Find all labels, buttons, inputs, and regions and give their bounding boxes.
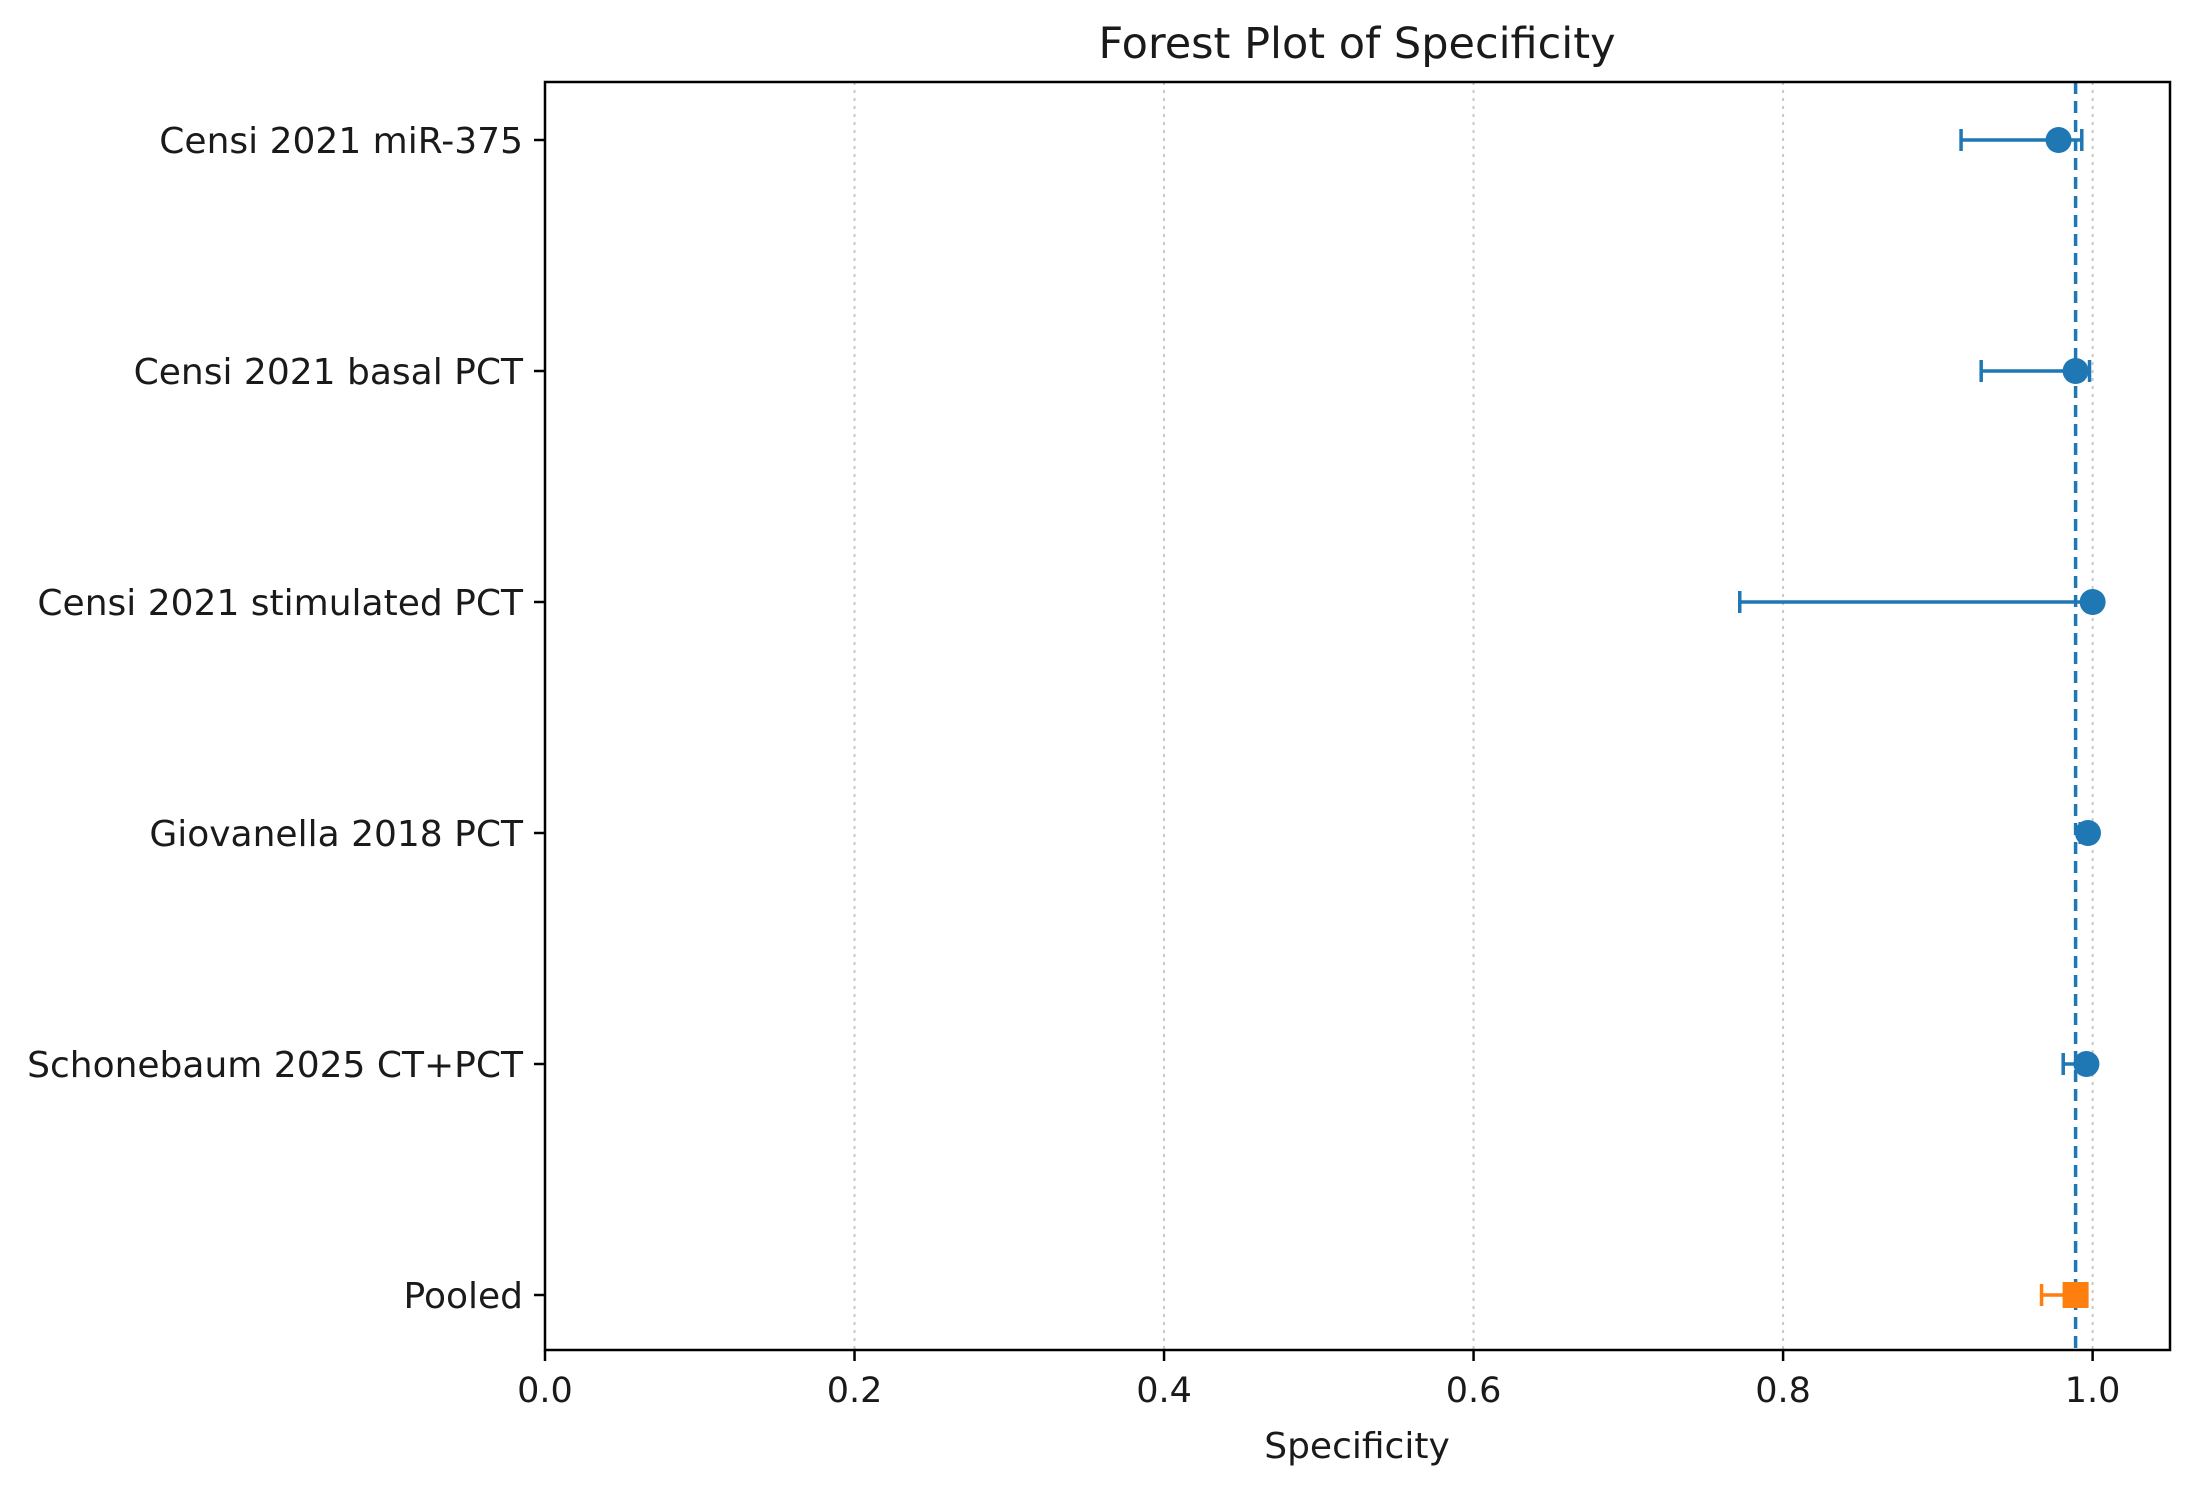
x-axis-label: Specificity (1264, 1426, 1450, 1467)
x-tick-label: 0.4 (1136, 1371, 1192, 1411)
x-axis: 0.0 0.2 0.4 0.6 0.8 1.0 (517, 1350, 2120, 1411)
x-tick-label: 0.2 (827, 1371, 883, 1411)
study-label: Censi 2021 stimulated PCT (37, 583, 524, 624)
chart-title: Forest Plot of Specificity (1098, 19, 1615, 69)
study-label: Pooled (404, 1276, 523, 1317)
point-estimate-square (2062, 1282, 2089, 1308)
point-estimate-dot (2045, 127, 2072, 153)
study-row-marks (2074, 820, 2101, 846)
study-row-marks (2061, 1051, 2100, 1077)
study-row-marks (1959, 127, 2084, 153)
point-estimate-dot (2062, 358, 2089, 384)
x-tick-label: 0.8 (1755, 1371, 1811, 1411)
plot-frame (543, 80, 2172, 1352)
study-marks (1738, 127, 2106, 1308)
point-estimate-dot (2079, 589, 2106, 615)
study-row-marks (1979, 358, 2092, 384)
x-gridlines (853, 82, 2094, 1350)
study-row-marks (1738, 589, 2106, 615)
x-tick-label: 0.0 (517, 1371, 573, 1411)
x-tick-label: 0.6 (1446, 1371, 1502, 1411)
study-label: Giovanella 2018 PCT (149, 814, 524, 855)
study-label: Schonebaum 2025 CT+PCT (27, 1045, 524, 1086)
point-estimate-dot (2073, 1051, 2100, 1077)
point-estimate-dot (2074, 820, 2101, 846)
y-axis: Censi 2021 miR-375 Censi 2021 basal PCT Ce… (27, 121, 545, 1317)
study-row-marks (2039, 1282, 2089, 1308)
study-label: Censi 2021 basal PCT (134, 352, 524, 393)
study-label: Censi 2021 miR-375 (159, 121, 523, 162)
x-tick-label: 1.0 (2065, 1371, 2121, 1411)
